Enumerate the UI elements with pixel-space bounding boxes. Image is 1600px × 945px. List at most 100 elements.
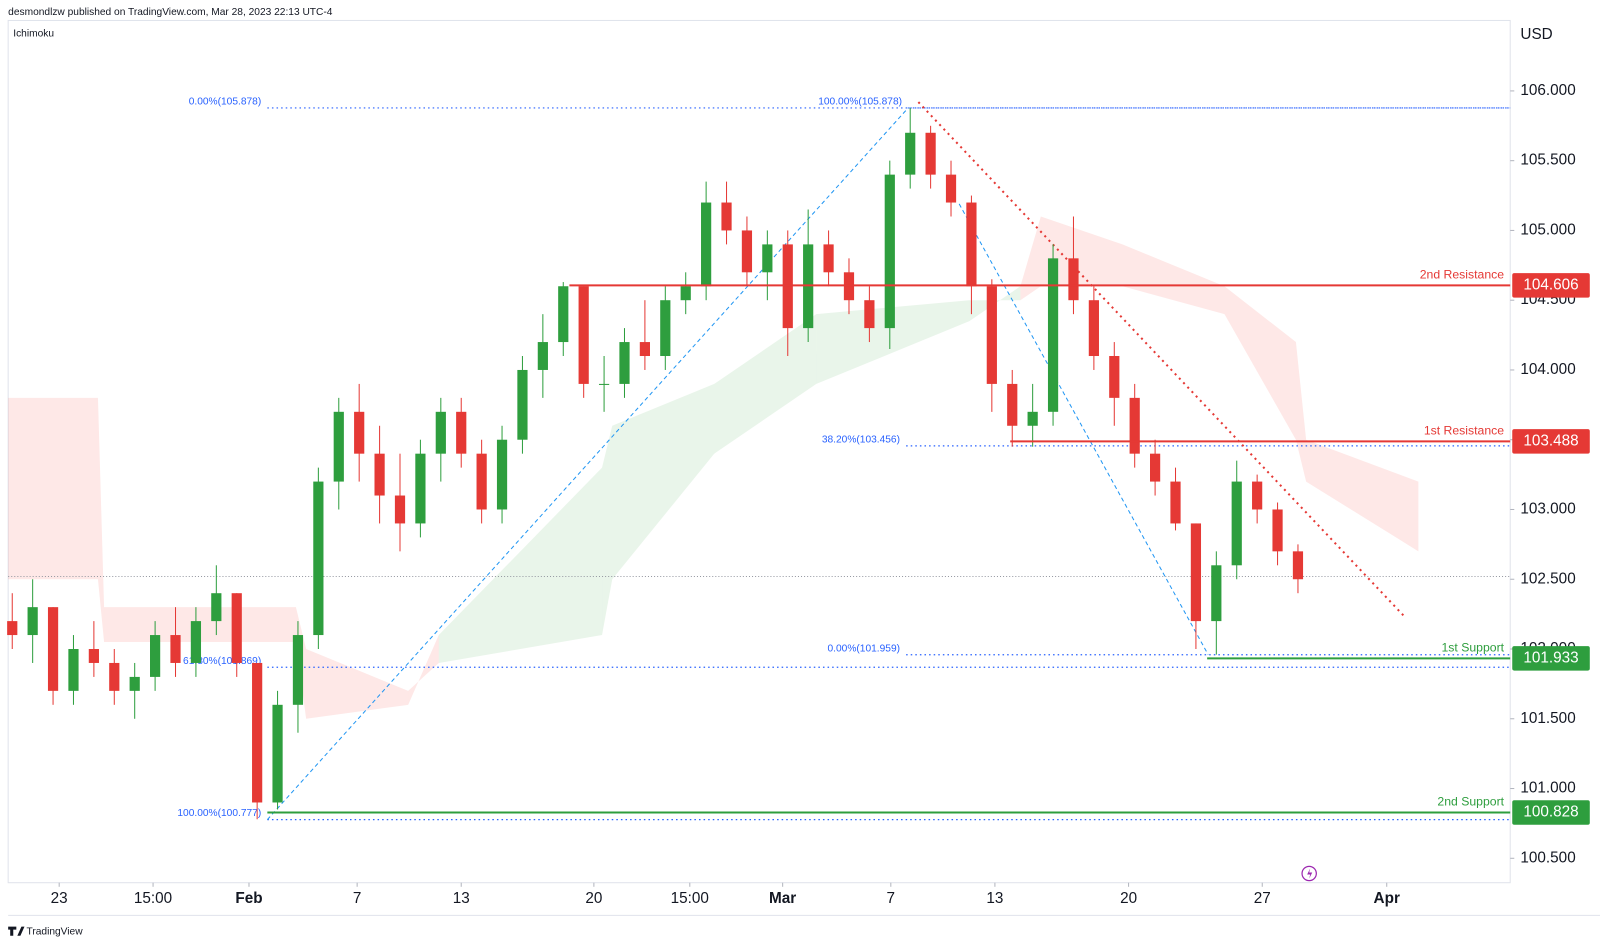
y-tick-label: 105.000 [1520,221,1575,238]
cloud-segment [1224,286,1296,440]
candle-body [1170,481,1181,524]
y-tick-label: 101.500 [1520,710,1575,727]
candle-body [1027,411,1038,426]
y-tick-label: 104.000 [1520,361,1575,378]
candle-body [558,286,569,343]
footer: TradingView [27,926,84,937]
x-tick-label: 23 [51,890,68,907]
candle-body [394,495,406,524]
fib-label: 0.00%(101.959) [828,643,901,654]
candle-body [435,411,446,454]
level-badge [1512,800,1590,825]
trend-line [266,107,909,820]
x-tick-label: Apr [1374,890,1400,907]
candle-body [1109,356,1120,398]
candle-body [476,453,487,510]
candle-body [721,202,732,231]
candle-body [1068,258,1079,301]
candle-body [27,607,38,636]
y-tick-label: 100.500 [1520,849,1575,866]
x-tick-label: 13 [986,890,1003,907]
logo [8,926,25,936]
candle-body [517,369,528,440]
candle-body [354,411,365,454]
y-tick-label: 106.000 [1520,82,1575,99]
candle-body [47,607,59,691]
y-tick-label: 102.500 [1520,570,1575,587]
level-value: 103.488 [1523,432,1578,449]
fib-label: 100.00%(105.878) [818,97,902,108]
candle-body [945,174,957,203]
candle-body [680,286,691,301]
x-tick-label: 20 [585,890,602,907]
candle-body [252,662,263,803]
candle-body [884,174,895,329]
candle-body [1231,481,1242,566]
alert-icon[interactable] [1301,865,1317,882]
candle-body [1150,453,1161,482]
cloud-segment [1040,216,1123,287]
candle-body [537,342,548,370]
candle-body [272,704,283,803]
candle-body [1252,481,1263,510]
candle-body [619,342,630,384]
cloud-segment [602,425,613,636]
cloud-segment [612,383,715,580]
candle-body [986,286,997,384]
candle-body [741,230,753,273]
candle-body [7,621,18,636]
candle-body [1007,383,1018,426]
candle-body [660,300,671,357]
x-tick-label: 15:00 [134,890,172,907]
level-badge [1512,646,1590,671]
candle-body [966,202,977,287]
cloud-segment [816,300,970,384]
candle-body [905,132,916,175]
y-tick-label: 105.500 [1520,152,1575,169]
y-tick-label: 101.000 [1520,780,1575,797]
candle-body [129,676,140,691]
candle-body [925,132,936,175]
candle-body [864,300,875,329]
level-badge [1512,273,1590,298]
cloud-segment [8,397,98,580]
x-tick-label: 13 [453,890,470,907]
candle-body [415,453,426,524]
candle-body [68,649,79,691]
candle-body [578,286,589,384]
level-value: 101.933 [1523,649,1578,666]
y-tick-label: 103.000 [1520,501,1575,518]
level-label: 1st Resistance [1424,423,1504,437]
candle-body [374,453,385,496]
level-value: 104.606 [1523,276,1578,293]
cloud-segment [1295,342,1307,482]
candle-body [190,621,202,663]
candle-body [1190,523,1202,622]
x-tick-label: 27 [1254,890,1271,907]
indicator-name: Ichimoku [13,28,54,39]
candle-body [762,244,773,273]
fib-label: 61.80%(101.869) [183,656,261,667]
candle-body [1272,509,1283,552]
trend-line [958,203,1209,655]
x-tick-label: Feb [235,890,262,907]
level-value: 100.828 [1523,804,1578,821]
candle-body [292,635,304,705]
candle-body [1211,565,1222,622]
candle-body [211,593,222,622]
level-badge [1512,429,1590,454]
trend-line [917,101,1407,620]
candle-body [1292,551,1304,580]
candle-body [823,244,834,273]
x-tick-label: Mar [769,890,796,907]
candle-body [88,649,99,663]
cloud-segment [1020,216,1041,301]
level-label: 1st Support [1442,640,1505,654]
candle-body [1088,300,1099,357]
cloud-segment [438,467,603,663]
publisher: desmondlzw published on TradingView.com,… [8,7,333,18]
x-tick-label: 7 [887,890,896,907]
x-tick-label: 20 [1120,890,1137,907]
cloud-segment [97,397,105,643]
